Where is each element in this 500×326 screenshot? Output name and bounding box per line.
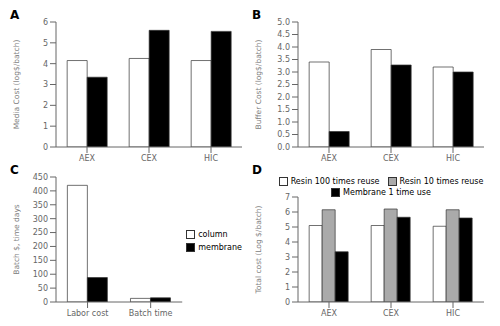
svg-text:1.5: 1.5: [277, 105, 290, 114]
html-text:Membrane 1 time use: Membrane 1 time use: [343, 188, 431, 197]
svg-text:7: 7: [285, 193, 290, 202]
svg-text:Batch $, time days: Batch $, time days: [12, 204, 21, 275]
svg-text:250: 250: [33, 228, 48, 237]
svg-text:6: 6: [43, 18, 48, 27]
svg-text:HIC: HIC: [446, 154, 460, 163]
svg-text:200: 200: [33, 242, 48, 251]
svg-text:5: 5: [285, 223, 290, 232]
svg-text:4: 4: [285, 238, 290, 247]
svg-text:AEX: AEX: [79, 154, 96, 163]
svg-text:1: 1: [43, 122, 48, 131]
svg-text:2: 2: [43, 101, 48, 110]
svg-text:100: 100: [33, 270, 48, 279]
svg-text:1.0: 1.0: [277, 118, 290, 127]
svg-text:3.0: 3.0: [277, 68, 290, 77]
svg-text:1: 1: [285, 283, 290, 292]
svg-text:3: 3: [285, 253, 290, 262]
svg-text:0: 0: [43, 143, 48, 152]
svg-text:3: 3: [43, 80, 48, 89]
svg-text:HIC: HIC: [204, 154, 218, 163]
html-text:Resin 10 times reuse: Resin 10 times reuse: [399, 177, 484, 186]
svg-text:0.0: 0.0: [277, 143, 290, 152]
svg-text:4.0: 4.0: [277, 43, 290, 52]
svg-text:2.5: 2.5: [277, 80, 290, 89]
html-text:Resin 100 times reuse: Resin 100 times reuse: [290, 177, 380, 186]
html-text:C: C: [10, 163, 19, 177]
svg-text:Total cost (Log $/batch): Total cost (Log $/batch): [254, 205, 263, 294]
svg-text:350: 350: [33, 201, 48, 210]
svg-text:CEX: CEX: [383, 309, 400, 318]
html-text:A: A: [10, 8, 20, 22]
svg-text:CEX: CEX: [383, 154, 400, 163]
svg-text:AEX: AEX: [321, 154, 338, 163]
svg-text:Batch time: Batch time: [129, 309, 173, 318]
html-text:B: B: [252, 8, 262, 22]
svg-text:CEX: CEX: [141, 154, 158, 163]
svg-text:4.5: 4.5: [277, 30, 290, 39]
svg-text:450: 450: [33, 173, 48, 182]
svg-text:HIC: HIC: [446, 309, 460, 318]
svg-text:Media Cost (log$/batch): Media Cost (log$/batch): [12, 40, 21, 130]
svg-text:AEX: AEX: [321, 309, 338, 318]
svg-text:400: 400: [33, 187, 48, 196]
svg-text:6: 6: [285, 208, 290, 217]
svg-text:5: 5: [43, 39, 48, 48]
html-text:column: column: [198, 229, 228, 239]
svg-text:150: 150: [33, 256, 48, 265]
svg-text:5.0: 5.0: [277, 18, 290, 27]
svg-text:Labor cost: Labor cost: [67, 309, 109, 318]
html-text:membrane: membrane: [198, 242, 242, 252]
svg-text:3.5: 3.5: [277, 55, 290, 64]
svg-text:2.0: 2.0: [277, 93, 290, 102]
svg-text:0.5: 0.5: [277, 130, 290, 139]
svg-text:4: 4: [43, 60, 48, 69]
svg-text:Buffer Cost (log$/batch): Buffer Cost (log$/batch): [254, 39, 263, 129]
svg-text:0: 0: [285, 298, 290, 307]
svg-text:0: 0: [43, 298, 48, 307]
svg-text:50: 50: [38, 284, 48, 293]
svg-text:300: 300: [33, 215, 48, 224]
svg-text:2: 2: [285, 268, 290, 277]
html-text:D: D: [252, 163, 262, 177]
